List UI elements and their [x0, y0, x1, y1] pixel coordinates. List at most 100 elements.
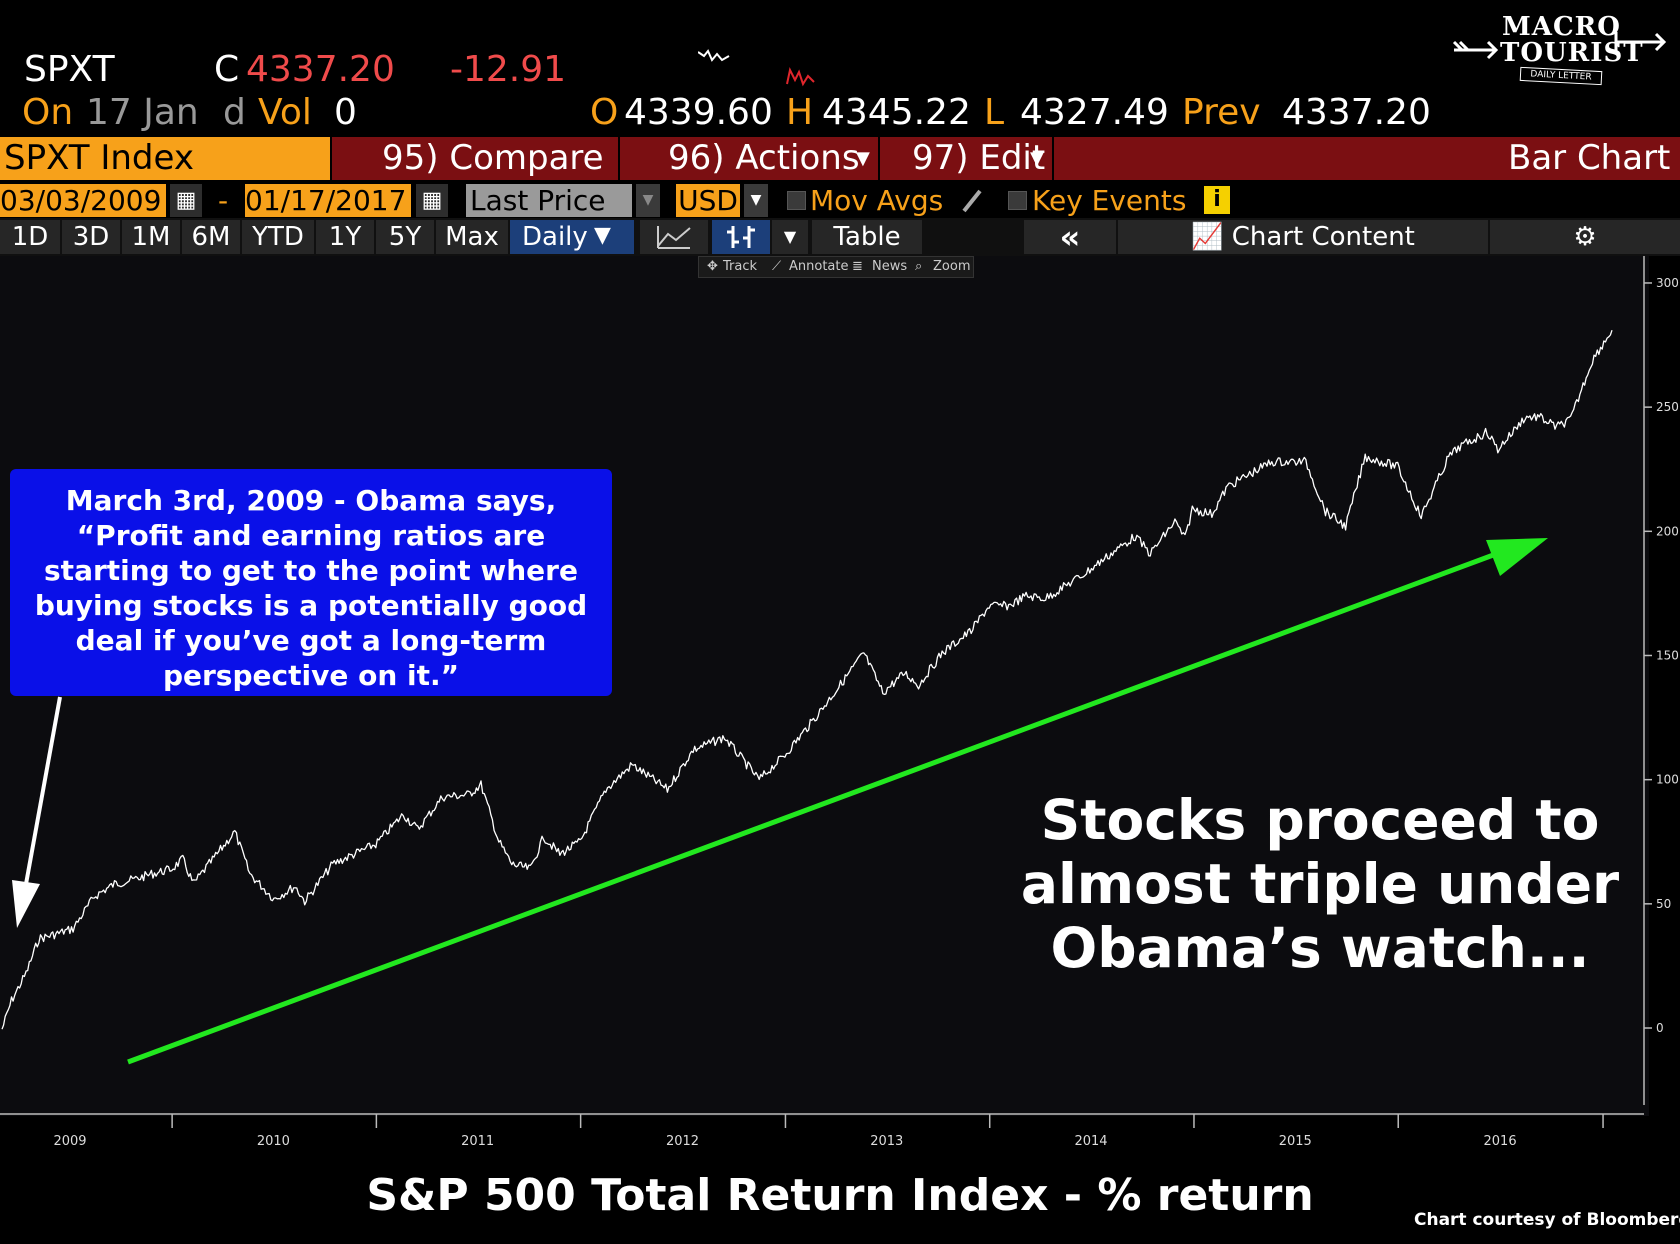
- date-separator: -: [218, 184, 229, 217]
- callout-line: buying stocks is a potentially good: [34, 589, 588, 622]
- x-tick-label: 2015: [1279, 1134, 1312, 1149]
- low-label: L: [984, 92, 1005, 133]
- close-value: 4337.20: [246, 49, 395, 90]
- chart-tools-bar: ✥ Track ⟋ Annotate ≣ News ⌕ Zoom: [698, 256, 974, 278]
- callout-arrow-line: [22, 696, 62, 896]
- actions-dropdown-icon[interactable]: ▼: [856, 148, 870, 169]
- period-max-button[interactable]: Max: [436, 220, 508, 254]
- logo-line1: MACRO: [1502, 12, 1621, 42]
- currency-dropdown-icon[interactable]: ▼: [744, 184, 768, 217]
- edit-button[interactable]: 97) Edit: [912, 138, 1046, 178]
- period-3d-button[interactable]: 3D: [62, 220, 120, 254]
- y-tick-label: 200: [1656, 524, 1679, 538]
- collapse-button[interactable]: «: [1024, 220, 1116, 254]
- calendar-icon[interactable]: ▦: [416, 184, 448, 217]
- table-button[interactable]: Table: [812, 220, 922, 254]
- bar-chart-icon[interactable]: [712, 220, 770, 254]
- edit-dropdown-icon[interactable]: ▼: [1030, 148, 1044, 169]
- prev-label: Prev: [1182, 92, 1261, 133]
- close-label: C: [214, 49, 240, 90]
- zoom-tool[interactable]: Zoom: [933, 259, 971, 274]
- end-date-input[interactable]: 01/17/2017: [245, 184, 411, 217]
- on-label: On: [22, 92, 74, 133]
- low-value: 4327.49: [1020, 92, 1169, 133]
- pencil-icon[interactable]: [960, 187, 984, 215]
- trend-arrowhead: [1486, 538, 1548, 576]
- callout-arrowhead: [12, 880, 40, 928]
- period-6m-button[interactable]: 6M: [182, 220, 240, 254]
- quote-date: 17 Jan: [86, 92, 199, 133]
- line-chart-icon[interactable]: [640, 220, 708, 254]
- annotation-line: Obama’s watch...: [1050, 916, 1590, 980]
- y-tick-label: 50: [1656, 897, 1671, 911]
- ticker-symbol: SPXT: [24, 49, 115, 90]
- track-tool[interactable]: Track: [723, 259, 758, 274]
- price-change: -12.91: [450, 49, 567, 90]
- news-icon[interactable]: ≣: [852, 259, 863, 274]
- chart-content-button[interactable]: 📈 Chart Content: [1118, 220, 1488, 254]
- start-date-input[interactable]: 03/03/2009: [0, 184, 166, 217]
- settings-gear-icon[interactable]: ⚙: [1490, 220, 1680, 254]
- period-ytd-button[interactable]: YTD: [242, 220, 314, 254]
- prev-value: 4337.20: [1282, 92, 1431, 133]
- y-tick-label: 100: [1656, 773, 1679, 787]
- chart-style-dropdown-icon[interactable]: ▼: [772, 220, 808, 254]
- annotation-line: almost triple under: [1020, 852, 1620, 916]
- callout-line: starting to get to the point where: [44, 554, 578, 587]
- frequency-select[interactable]: Daily: [510, 220, 634, 254]
- annotate-icon[interactable]: ⟋: [772, 259, 782, 274]
- y-tick-label: 250: [1656, 400, 1679, 414]
- obama-quote-callout: March 3rd, 2009 - Obama says, “Profit an…: [10, 469, 612, 696]
- calendar-icon[interactable]: ▦: [170, 184, 202, 217]
- x-tick-label: 2011: [461, 1134, 494, 1149]
- function-bar: SPXT Index 95) Compare 96) Actions ▼ 97)…: [0, 137, 1680, 180]
- annotate-tool[interactable]: Annotate: [789, 259, 849, 274]
- x-tick-label: 2009: [53, 1134, 86, 1149]
- logo-line2: TOURIST: [1500, 38, 1644, 68]
- key-events-label[interactable]: Key Events: [1032, 184, 1187, 217]
- info-icon[interactable]: i: [1204, 186, 1230, 214]
- x-tick-label: 2010: [257, 1134, 290, 1149]
- news-tool[interactable]: News: [872, 259, 908, 274]
- compare-button[interactable]: 95) Compare: [382, 138, 604, 178]
- period-toolbar: 1D 3D 1M 6M YTD 1Y 5Y Max Daily ▼ ▼ Tabl…: [0, 218, 1680, 256]
- key-events-checkbox[interactable]: [1008, 191, 1027, 210]
- macro-tourist-logo: MACRO TOURIST DAILY LETTER: [1450, 10, 1670, 86]
- period-5y-button[interactable]: 5Y: [376, 220, 434, 254]
- actions-button[interactable]: 96) Actions: [668, 138, 860, 178]
- x-tick-label: 2016: [1484, 1134, 1517, 1149]
- mov-avgs-label[interactable]: Mov Avgs: [810, 184, 944, 217]
- trend-arrow-line: [127, 551, 1497, 1065]
- vol-label: Vol: [258, 92, 312, 133]
- controls-row: 03/03/2009 ▦ - 01/17/2017 ▦ Last Price ▼…: [0, 181, 1680, 219]
- callout-line: March 3rd, 2009 - Obama says,: [65, 484, 557, 517]
- currency-select[interactable]: USD: [676, 184, 740, 217]
- callout-line: deal if you’ve got a long-term: [75, 624, 547, 657]
- period-1y-button[interactable]: 1Y: [316, 220, 374, 254]
- open-value: 4339.60: [624, 92, 773, 133]
- x-tick-label: 2012: [666, 1134, 699, 1149]
- mov-avgs-checkbox[interactable]: [787, 191, 806, 210]
- y-tick-label: 300: [1656, 276, 1679, 290]
- sparkline-white-icon: [698, 49, 730, 62]
- chart-type-label[interactable]: Bar Chart: [1508, 138, 1671, 178]
- y-tick-label: 150: [1656, 648, 1679, 662]
- sparkline-red-icon: [786, 67, 815, 87]
- high-label: H: [786, 92, 814, 133]
- chart-title: S&P 500 Total Return Index - % return: [366, 1170, 1314, 1221]
- chart-content-label: Chart Content: [1231, 222, 1415, 252]
- field-dropdown-icon[interactable]: ▼: [636, 184, 660, 217]
- open-label: O: [590, 92, 619, 133]
- frequency-dropdown-icon[interactable]: ▼: [594, 223, 611, 248]
- period-1m-button[interactable]: 1M: [122, 220, 180, 254]
- high-value: 4345.22: [822, 92, 971, 133]
- security-field[interactable]: SPXT Index: [0, 137, 330, 180]
- y-tick-label: 0: [1656, 1021, 1664, 1035]
- field-select[interactable]: Last Price: [466, 184, 632, 217]
- track-icon[interactable]: ✥: [707, 259, 718, 274]
- period-1d-button[interactable]: 1D: [0, 220, 60, 254]
- zoom-icon[interactable]: ⌕: [915, 259, 923, 274]
- chart-credit: Chart courtesy of Bloomberg: [1414, 1210, 1680, 1230]
- triple-annotation: Stocks proceed to almost triple under Ob…: [1020, 788, 1620, 980]
